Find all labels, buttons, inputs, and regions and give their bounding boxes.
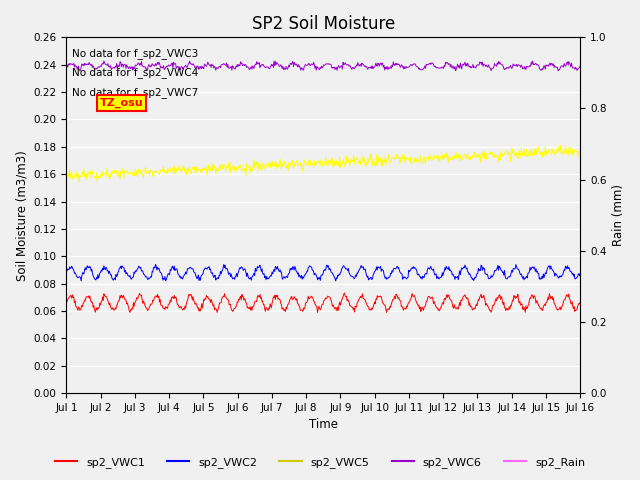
Text: No data for f_sp2_VWC3: No data for f_sp2_VWC3 [72, 48, 198, 59]
sp2_VWC1 [218, 296, 226, 301]
sp2_Rain [262, 390, 270, 396]
sp2_VWC6 [219, 61, 227, 67]
sp2_VWC5 [577, 144, 584, 150]
sp2_Rain [376, 390, 384, 396]
sp2_VWC1 [126, 310, 134, 315]
sp2_VWC2 [124, 271, 131, 276]
Line: sp2_VWC6: sp2_VWC6 [67, 61, 580, 71]
sp2_VWC2 [577, 271, 584, 276]
Y-axis label: Rain (mm): Rain (mm) [612, 184, 625, 246]
sp2_VWC5 [406, 158, 413, 164]
Text: TZ_osu: TZ_osu [100, 98, 143, 108]
sp2_VWC1 [63, 299, 70, 304]
sp2_VWC5 [243, 161, 251, 167]
sp2_VWC1 [378, 294, 385, 300]
sp2_VWC6 [406, 63, 414, 69]
Y-axis label: Soil Moisture (m3/m3): Soil Moisture (m3/m3) [15, 150, 28, 281]
sp2_VWC5 [76, 179, 83, 185]
Line: sp2_VWC1: sp2_VWC1 [67, 293, 580, 312]
sp2_VWC6 [264, 64, 271, 70]
Text: No data for f_sp2_VWC7: No data for f_sp2_VWC7 [72, 87, 198, 98]
sp2_VWC6 [244, 64, 252, 70]
sp2_VWC1 [577, 299, 584, 305]
sp2_Rain [243, 390, 250, 396]
sp2_VWC2 [63, 267, 70, 273]
sp2_VWC2 [220, 262, 228, 267]
sp2_VWC5 [557, 142, 564, 148]
sp2_VWC1 [406, 298, 414, 303]
sp2_VWC2 [77, 278, 85, 284]
sp2_VWC6 [76, 68, 84, 73]
sp2_VWC1 [243, 305, 251, 311]
sp2_VWC2 [218, 268, 226, 274]
sp2_Rain [63, 390, 70, 396]
sp2_VWC6 [577, 63, 584, 69]
sp2_VWC6 [124, 64, 132, 70]
Text: No data for f_sp2_VWC4: No data for f_sp2_VWC4 [72, 68, 198, 79]
sp2_VWC6 [63, 61, 70, 67]
sp2_VWC2 [406, 268, 414, 274]
sp2_VWC1 [123, 301, 131, 307]
Line: sp2_VWC2: sp2_VWC2 [67, 264, 580, 281]
sp2_VWC5 [377, 155, 385, 161]
Title: SP2 Soil Moisture: SP2 Soil Moisture [252, 15, 395, 33]
sp2_VWC1 [340, 290, 348, 296]
sp2_Rain [405, 390, 413, 396]
sp2_VWC2 [264, 276, 271, 282]
sp2_Rain [218, 390, 225, 396]
Legend: sp2_VWC1, sp2_VWC2, sp2_VWC5, sp2_VWC6, sp2_Rain: sp2_VWC1, sp2_VWC2, sp2_VWC5, sp2_VWC6, … [51, 452, 589, 472]
sp2_VWC2 [378, 268, 385, 274]
sp2_VWC1 [263, 305, 271, 311]
sp2_VWC6 [100, 58, 108, 64]
Line: sp2_VWC5: sp2_VWC5 [67, 145, 580, 182]
sp2_VWC5 [218, 161, 226, 167]
sp2_VWC5 [263, 163, 271, 168]
sp2_VWC2 [244, 273, 252, 278]
sp2_VWC5 [63, 173, 70, 179]
sp2_VWC5 [124, 169, 131, 175]
sp2_Rain [577, 390, 584, 396]
X-axis label: Time: Time [309, 419, 338, 432]
sp2_Rain [123, 390, 131, 396]
sp2_VWC6 [378, 62, 385, 68]
